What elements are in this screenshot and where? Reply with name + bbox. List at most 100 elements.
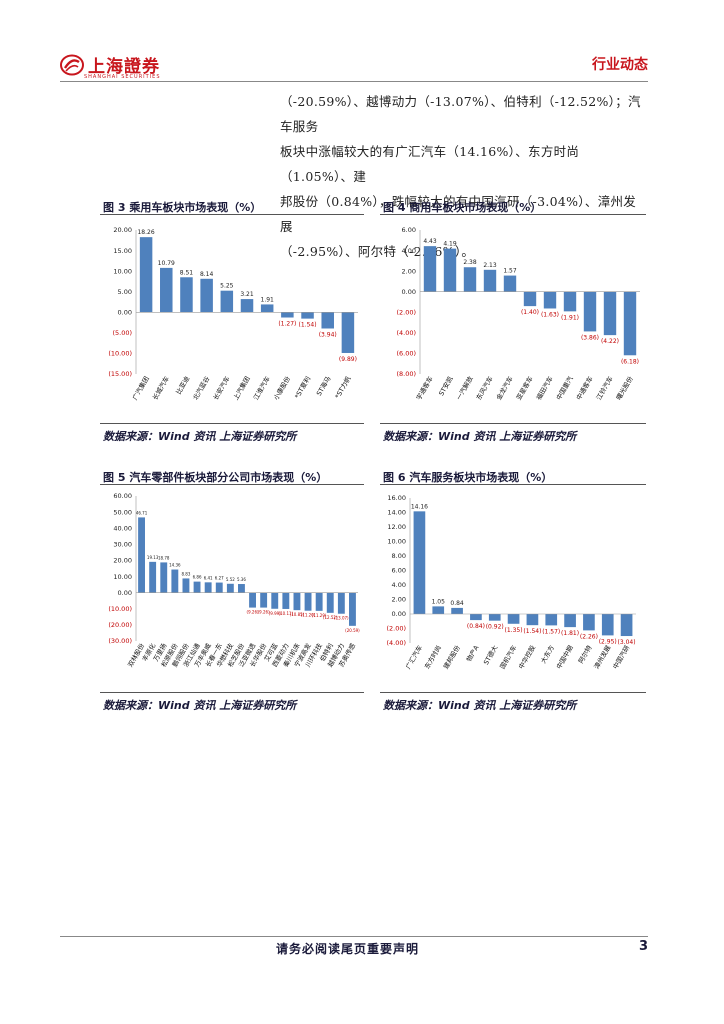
data-label: (2.26) [580, 633, 598, 640]
bar [260, 304, 274, 313]
bar [293, 592, 301, 611]
figure-6-bottom-rule [380, 692, 646, 693]
page-header: 上海證券 SHANGHAI SECURITIES 行业动态 [60, 48, 648, 80]
data-label: (9.89) [339, 356, 357, 363]
bar [432, 606, 445, 614]
data-label: (6.18) [621, 358, 639, 365]
bar [603, 291, 617, 336]
y-tick-label: 20.00 [113, 226, 132, 234]
data-label: 8.83 [181, 571, 190, 576]
figure-5-chart: 60.00 50.00 40.00 30.00 20.00 10.00 0.00 (10.00… [108, 492, 360, 668]
bar [149, 561, 157, 593]
bar [220, 290, 234, 313]
section-tag: 行业动态 [592, 57, 648, 73]
y-tick-label: 40.00 [113, 524, 132, 532]
figure-4-chart: 6.00 4.00 2.00 0.00 (2.00) (4.00) (6.00) (8.00)… [396, 226, 640, 402]
category-label: 江淮汽车 [251, 374, 272, 401]
bar [443, 248, 457, 292]
bar [282, 592, 290, 609]
y-tick-label: 10.00 [113, 573, 132, 581]
data-label: 10.79 [158, 260, 175, 267]
figure-6-source: 数据来源：Wind 资讯 上海证券研究所 [383, 699, 577, 712]
logo-text: 上海證券 [88, 57, 160, 77]
bar [326, 592, 334, 613]
bar [488, 614, 501, 621]
category-label: 曙光股份 [614, 374, 635, 401]
data-label: (4.22) [601, 338, 619, 345]
category-label: 福田汽车 [534, 374, 555, 401]
data-label: 4.43 [423, 238, 437, 245]
category-label: 物产A [464, 643, 481, 663]
data-label: 14.36 [169, 563, 181, 568]
data-label: 2.13 [483, 262, 497, 269]
header-divider [60, 81, 648, 82]
logo-emblem-icon [60, 54, 84, 75]
page-number: 3 [638, 939, 648, 954]
y-tick-label: 2.00 [402, 267, 416, 275]
logo-subtext: SHANGHAI SECURITIES [84, 74, 161, 80]
category-label: 建邦股份 [441, 643, 462, 670]
data-label: 5.25 [220, 283, 234, 290]
category-label: *ST夏利 [292, 375, 312, 401]
category-label: 长安汽车 [211, 374, 232, 401]
category-label: 江铃汽车 [594, 374, 615, 401]
data-label: 18.78 [158, 555, 170, 560]
bar [543, 291, 557, 309]
bar [215, 582, 223, 593]
figure-6-top-rule [380, 484, 646, 485]
data-label: 1.91 [261, 296, 275, 303]
bar [470, 614, 482, 621]
data-label: 6.27 [215, 576, 224, 581]
category-label: 中通客车 [574, 374, 595, 401]
y-tick-label: 20.00 [113, 557, 132, 565]
data-label: (9.99) [269, 611, 281, 616]
footer-disclaimer: 请务必阅读尾页重要声明 [276, 942, 420, 956]
y-tick-label: (6.00) [396, 350, 416, 358]
data-label: (1.63) [541, 311, 559, 318]
figure-5-bottom-rule [100, 692, 364, 693]
data-label: (11.29) [312, 613, 327, 618]
data-label: (1.40) [521, 309, 539, 316]
data-label: 3.21 [240, 291, 254, 298]
bar [623, 291, 637, 356]
data-label: (13.07) [334, 616, 349, 621]
data-label: 46.71 [136, 510, 148, 515]
data-label: (1.35) [505, 627, 523, 634]
data-label: 0.84 [450, 600, 464, 607]
category-label: 亚星客车 [514, 374, 535, 401]
y-tick-label: 0.00 [402, 288, 416, 296]
figure-3-bottom-rule [100, 423, 364, 424]
bar [620, 614, 633, 637]
figure-3-title: 图 3 乘用车板块市场表现（%） [103, 201, 262, 214]
data-label: (1.91) [561, 314, 579, 321]
y-tick-label: (4.00) [386, 639, 406, 647]
data-label: 4.19 [443, 241, 457, 248]
figure-5-top-rule [100, 484, 364, 485]
category-label: 小康股份 [271, 374, 292, 401]
data-label: 2.38 [463, 259, 477, 266]
category-label: ST海马 [314, 375, 332, 398]
y-tick-label: 0.00 [118, 308, 132, 316]
bar [583, 614, 595, 631]
y-tick-label: 60.00 [113, 492, 132, 500]
data-label: (0.92) [486, 624, 504, 631]
y-tick-label: 15.00 [113, 247, 132, 255]
y-tick-label: 30.00 [113, 541, 132, 549]
y-tick-label: (10.00) [108, 605, 132, 613]
category-label: ST安凯 [436, 374, 455, 397]
bar [182, 578, 190, 593]
y-tick-label: 6.00 [402, 226, 416, 234]
bar [315, 592, 323, 611]
body-line: 板块中涨幅较大的有广汇汽车（14.16%）、东方时尚（1.05%）、建 [280, 144, 580, 184]
bar [601, 614, 614, 636]
bar [138, 517, 145, 593]
bar [200, 278, 213, 313]
category-label: 漳州发展 [592, 643, 613, 670]
body-line: （-20.59%）、越博动力（-13.07%）、伯特利（-12.52%）；汽车服… [280, 94, 641, 134]
y-tick-label: 10.00 [387, 538, 406, 546]
bar [271, 592, 279, 609]
figure-5-title: 图 5 汽车零部件板块部分公司市场表现（%） [103, 471, 328, 484]
category-label: 北汽蓝谷 [191, 374, 212, 401]
category-label: ST德大 [481, 643, 500, 666]
figure-3-source: 数据来源：Wind 资讯 上海证券研究所 [103, 430, 297, 443]
